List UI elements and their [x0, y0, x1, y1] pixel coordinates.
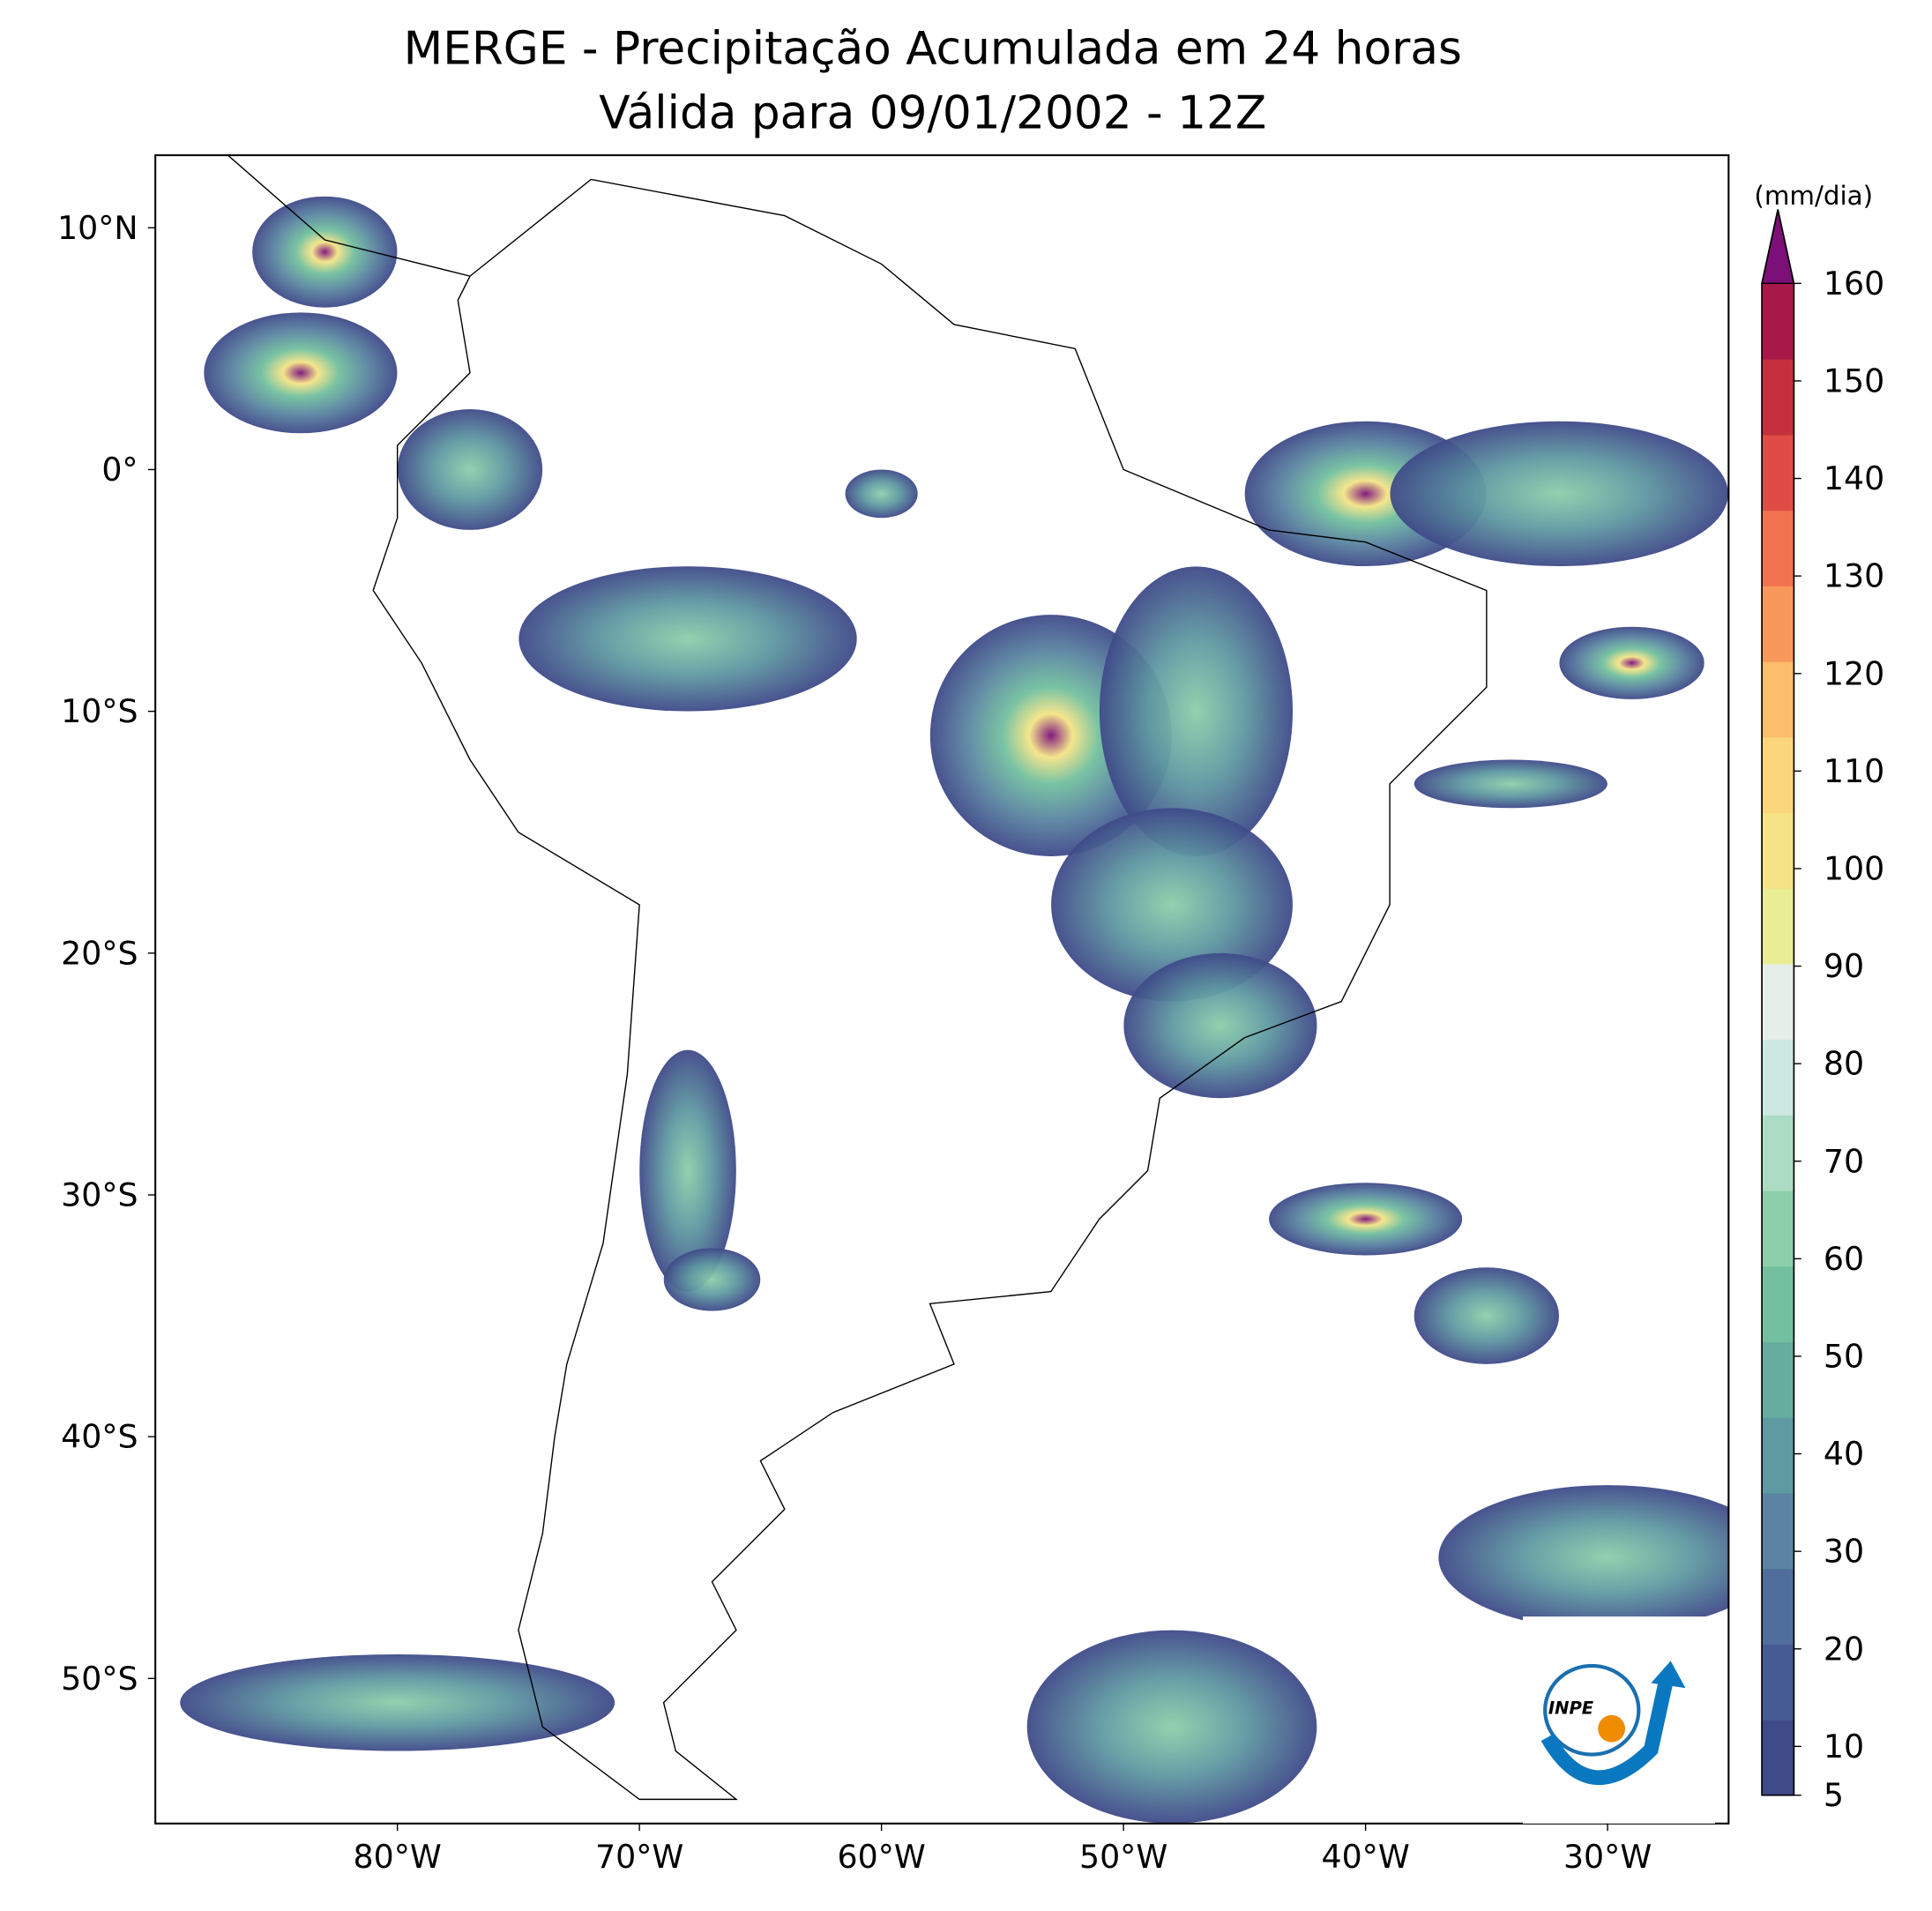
colorbar-tick-label: 140: [1824, 459, 1884, 497]
colorbar-segment: [1762, 283, 1794, 360]
colorbar-segment: [1762, 359, 1794, 436]
colorbar-tick-label: 100: [1824, 850, 1884, 888]
colorbar-tick-label: 20: [1824, 1630, 1864, 1668]
colorbar-tick-label: 10: [1824, 1728, 1864, 1765]
x-tick-label: 30°W: [1563, 1838, 1652, 1876]
precip-area: [639, 1049, 736, 1292]
colorbar-segment: [1762, 1719, 1794, 1796]
colorbar-segment: [1762, 586, 1794, 662]
colorbar-tick-label: 70: [1824, 1142, 1864, 1180]
precip-area: [1123, 952, 1317, 1099]
colorbar-tick-label: 50: [1824, 1338, 1864, 1376]
x-tick-label: 50°W: [1079, 1838, 1167, 1876]
precip-area: [1026, 1630, 1317, 1824]
colorbar-segment: [1762, 1568, 1794, 1645]
subtitle: Válida para 09/01/2002 - 12Z: [599, 86, 1266, 139]
colorbar-tick-label: 130: [1824, 557, 1884, 595]
precip-area: [397, 408, 543, 530]
colorbar-tick-label: 5: [1824, 1776, 1844, 1814]
precip-area: [518, 566, 857, 712]
map-frame: [154, 153, 1730, 1825]
y-tick-label: 40°S: [61, 1418, 138, 1456]
precip-area: [1414, 759, 1608, 809]
precip-area: [180, 1653, 615, 1751]
colorbar-segment: [1762, 1644, 1794, 1721]
y-tick-label: 10°S: [61, 692, 138, 730]
coastline: [228, 155, 471, 277]
x-tick-label: 70°W: [595, 1838, 683, 1876]
precip-area: [1269, 1183, 1463, 1256]
colorbar-segment: [1762, 1417, 1794, 1494]
colorbar-segment: [1762, 434, 1794, 511]
precip-area: [1559, 626, 1704, 699]
y-tick-label: 0°: [101, 451, 138, 489]
coastline: [372, 178, 1488, 1801]
precip-area: [1414, 1267, 1560, 1364]
colorbar-segment: [1762, 1265, 1794, 1343]
colorbar-tick-label: 30: [1824, 1533, 1864, 1571]
colorbar-extend: [1761, 209, 1795, 285]
colorbar-tick-label: 150: [1824, 362, 1884, 400]
colorbar-segment: [1762, 510, 1794, 586]
colorbar-tick-label: 90: [1824, 947, 1864, 985]
colorbar-segment: [1762, 1341, 1794, 1418]
colorbar-segment: [1762, 1039, 1794, 1116]
precip-area: [663, 1248, 761, 1311]
colorbar-frame: [1761, 209, 1795, 1796]
y-tick-label: 50°S: [61, 1660, 138, 1698]
precip-area: [845, 469, 918, 519]
colorbar-unit: (mm/dia): [1754, 181, 1873, 211]
y-tick-label: 10°N: [57, 209, 138, 247]
map-area: [180, 155, 1729, 1824]
precip-area: [1051, 808, 1293, 1002]
colorbar-tick-label: 120: [1824, 654, 1884, 692]
colorbar-segment: [1762, 812, 1794, 889]
colorbar-segment: [1762, 888, 1794, 965]
y-tick-label: 20°S: [61, 934, 138, 972]
precip-area: [1438, 1485, 1729, 1631]
colorbar-segment: [1762, 1190, 1794, 1267]
colorbar-segment: [1762, 1492, 1794, 1570]
title: MERGE - Precipitação Acumulada em 24 hor…: [404, 23, 1462, 76]
logo-text: INPE: [1548, 1698, 1594, 1718]
colorbar-segment: [1762, 661, 1794, 738]
x-tick-label: 80°W: [354, 1838, 442, 1876]
colorbar-segment: [1762, 736, 1794, 814]
colorbar-segment: [1762, 963, 1794, 1041]
precip-area: [204, 312, 398, 434]
logo: INPE: [1523, 1616, 1715, 1824]
colorbar-tick-label: 60: [1824, 1240, 1864, 1278]
y-tick-label: 30°S: [61, 1176, 138, 1214]
colorbar-tick-label: 110: [1824, 752, 1884, 790]
colorbar-segment: [1762, 1115, 1794, 1191]
precip-area: [1390, 421, 1728, 567]
colorbar-tick-label: 160: [1824, 265, 1884, 302]
colorbar-tick-label: 80: [1824, 1045, 1864, 1083]
x-tick-label: 40°W: [1321, 1838, 1409, 1876]
precip-area: [252, 196, 398, 308]
x-tick-label: 60°W: [837, 1838, 925, 1876]
precip-area: [1099, 566, 1294, 856]
colorbar-tick-label: 40: [1824, 1435, 1864, 1473]
